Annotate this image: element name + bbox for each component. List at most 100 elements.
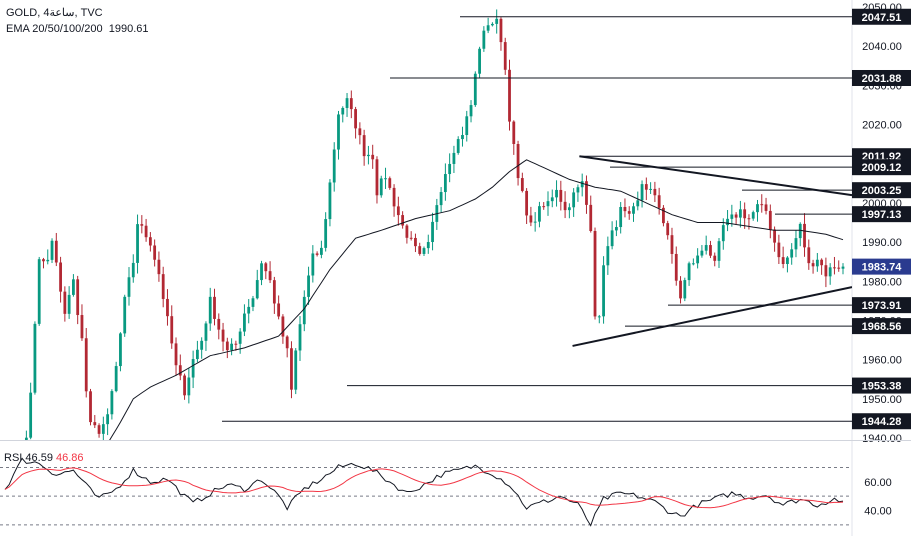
candle-body — [644, 184, 648, 190]
level-price-label: 1973.91 — [862, 300, 902, 312]
y-tick-label: 2020.00 — [862, 120, 902, 132]
y-tick-label: 1960.00 — [862, 355, 902, 367]
candle-body — [717, 241, 721, 261]
candle-body — [674, 253, 678, 281]
candle-body — [4, 502, 7, 506]
y-tick-label: 1950.00 — [862, 394, 902, 406]
candle-body — [268, 271, 272, 281]
level-price-tag: 2009.12 — [852, 159, 911, 176]
candle-body — [337, 114, 340, 150]
candle-body — [828, 267, 832, 277]
candle-body — [260, 263, 263, 281]
y-tick-label: 1940.00 — [862, 433, 902, 445]
candle-body — [401, 215, 405, 226]
candle-body — [213, 296, 216, 319]
candle-body — [110, 391, 114, 415]
candle-body — [589, 204, 593, 231]
candle-body — [12, 486, 15, 487]
candle-body — [585, 181, 588, 205]
candle-body — [298, 324, 302, 351]
symbol-name: GOLD — [6, 7, 38, 19]
candle-body — [602, 265, 605, 317]
candle-body — [384, 178, 387, 180]
y-tick-label: 1990.00 — [862, 237, 902, 249]
candle-body — [456, 139, 460, 153]
candle-body — [392, 187, 396, 207]
symbol-legend[interactable]: GOLD, 4ساعة, TVC — [6, 7, 103, 19]
tag-bg — [852, 318, 911, 335]
candle-body — [200, 340, 204, 350]
candle-body — [418, 246, 422, 254]
candle-body — [443, 174, 447, 193]
candle-body — [726, 218, 729, 226]
level-price-tag: 2047.51 — [852, 8, 911, 25]
pane-separator[interactable] — [0, 440, 911, 441]
candle-body — [773, 229, 776, 243]
tag-bg — [852, 258, 911, 275]
candle-body — [195, 349, 199, 360]
candle-body — [106, 414, 110, 425]
candle-body — [67, 294, 71, 314]
candle-body — [208, 296, 212, 324]
candle-body — [662, 207, 665, 224]
candle-body — [833, 267, 836, 269]
candle-body — [251, 298, 255, 307]
candle-body — [234, 343, 238, 345]
candle-body — [89, 391, 92, 423]
level-price-label: 1944.28 — [862, 416, 902, 428]
level-price-label: 2047.51 — [862, 12, 902, 24]
candle-body — [315, 253, 319, 255]
candle-body — [730, 214, 734, 219]
candle-body — [272, 280, 276, 304]
level-price-label: 1997.13 — [862, 209, 902, 221]
candle-body — [465, 116, 469, 136]
candle-body — [285, 336, 289, 349]
candle-body — [59, 262, 62, 292]
level-price-tag: 2031.88 — [852, 69, 911, 86]
rsi-tick-label: 40.00 — [864, 506, 892, 518]
ema-legend[interactable]: EMA 20/50/100/200 1990.61 — [6, 23, 149, 35]
tag-bg — [852, 159, 911, 176]
candle-body — [362, 135, 366, 157]
candle-body — [756, 204, 759, 213]
candle-body — [426, 242, 430, 249]
ema-label: EMA 20/50/100/200 — [6, 23, 103, 35]
candle-body — [743, 209, 747, 219]
candle-body — [187, 377, 191, 396]
candle-body — [610, 230, 614, 247]
candle-body — [709, 245, 712, 256]
candle-body — [379, 178, 383, 196]
candle-body — [657, 195, 661, 208]
candle-body — [679, 280, 682, 299]
candle-body — [367, 154, 370, 157]
candle-body — [131, 262, 135, 278]
candle-body — [567, 207, 571, 211]
level-price-tag: 1944.28 — [852, 413, 911, 430]
candle-body — [627, 211, 631, 214]
rsi-ma-line — [4, 467, 844, 509]
candle-body — [640, 184, 644, 201]
candle-body — [533, 221, 537, 223]
candle-body — [123, 296, 127, 334]
candle-body — [841, 266, 845, 269]
candle-body — [37, 259, 41, 324]
candle-body — [798, 223, 802, 239]
candle-body — [29, 392, 33, 438]
candle-body — [687, 263, 691, 281]
candle-body — [696, 255, 700, 264]
candle-body — [148, 237, 152, 246]
candle-body — [54, 240, 58, 263]
candle-body — [93, 422, 97, 426]
candle-body — [700, 250, 704, 256]
candle-body — [811, 263, 815, 267]
candle-body — [349, 98, 353, 110]
candle-body — [302, 296, 306, 325]
candle-body — [747, 218, 751, 220]
candle-body — [345, 98, 349, 108]
candle-body — [439, 192, 443, 206]
candle-body — [649, 188, 653, 190]
candle-body — [140, 224, 144, 226]
rsi-legend[interactable]: RSI 46.59 46.86 — [4, 452, 84, 464]
